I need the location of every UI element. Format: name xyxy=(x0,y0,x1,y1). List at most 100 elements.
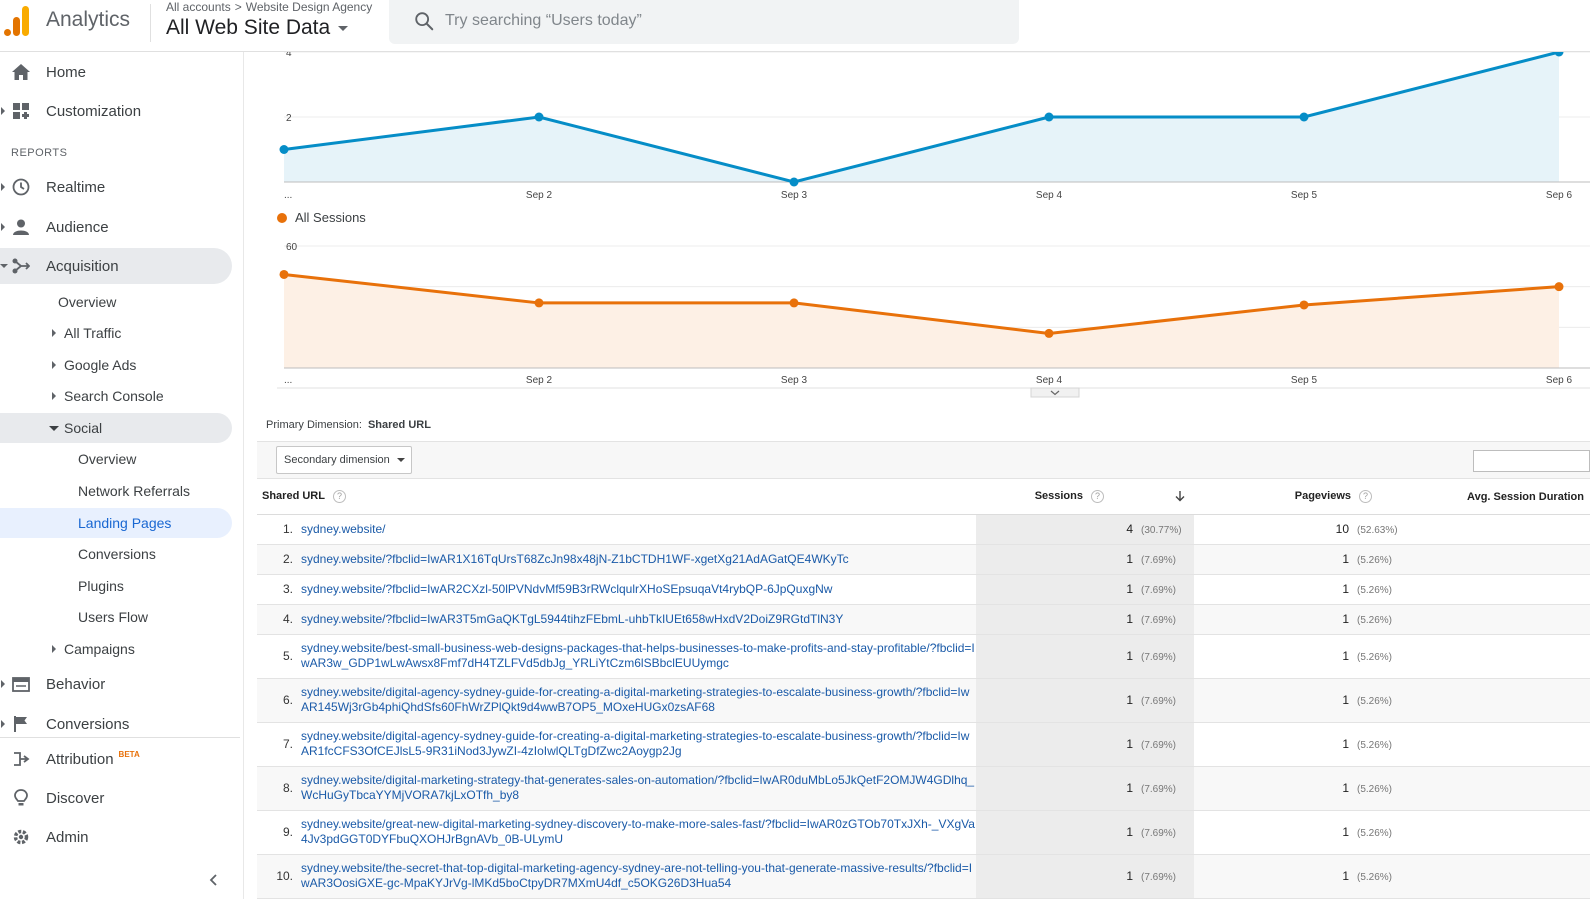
sidebar-item-conversions[interactable]: Conversions xyxy=(0,706,232,742)
collapse-arrow-icon xyxy=(49,425,59,431)
sidebar-item-plugins[interactable]: Plugins xyxy=(0,571,232,601)
shared-url-link[interactable]: sydney.website/great-new-digital-marketi… xyxy=(301,810,976,855)
clock-icon xyxy=(11,177,31,197)
sessions-percent: (7.69%) xyxy=(1141,615,1177,626)
data-point xyxy=(1044,112,1054,122)
column-header-shared-url[interactable]: Shared URL? xyxy=(257,480,976,515)
pageviews-cell: 1 (5.26%) xyxy=(1194,766,1412,811)
help-icon[interactable]: ? xyxy=(1091,490,1104,504)
column-label: Shared URL xyxy=(262,490,325,503)
sidebar-item-search-console[interactable]: Search Console xyxy=(0,381,232,411)
sidebar-item-realtime[interactable]: Realtime xyxy=(0,169,232,205)
column-header-pageviews[interactable]: Pageviews? xyxy=(1194,480,1412,515)
beta-badge: BETA xyxy=(118,749,140,759)
shared-url-link[interactable]: sydney.website/digital-agency-sydney-gui… xyxy=(301,678,976,723)
sidebar-item-audience[interactable]: Audience xyxy=(0,209,232,245)
shared-url-link[interactable]: sydney.website/digital-agency-sydney-gui… xyxy=(301,722,976,767)
header-divider xyxy=(150,4,151,42)
column-header-sessions[interactable]: Sessions? xyxy=(976,480,1194,515)
sidebar-item-acquisition[interactable]: Acquisition xyxy=(0,248,232,284)
sidebar-item-label: Behavior xyxy=(46,675,106,693)
secondary-dimension-dropdown[interactable]: Secondary dimension xyxy=(276,446,412,474)
table-row: 7. sydney.website/digital-agency-sydney-g… xyxy=(257,722,1590,767)
sort-down-arrow-icon[interactable] xyxy=(1174,490,1186,502)
shared-url-link[interactable]: sydney.website/digital-marketing-strateg… xyxy=(301,766,976,811)
table-filter-input[interactable] xyxy=(1473,450,1590,472)
x-tick-label: Sep 4 xyxy=(1036,190,1063,201)
sidebar-item-admin[interactable]: Admin xyxy=(0,819,232,855)
sidebar-item-acquisition-overview[interactable]: Overview xyxy=(0,287,232,317)
view-selector[interactable]: All Web Site Data xyxy=(166,16,349,40)
sidebar-item-label: Network Referrals xyxy=(78,483,191,499)
search-input[interactable] xyxy=(445,8,985,34)
data-table: Shared URL? Sessions? Pageviews? Avg. Se… xyxy=(257,480,1590,899)
sidebar-item-users-flow[interactable]: Users Flow xyxy=(0,602,232,632)
data-point xyxy=(1044,328,1054,338)
behavior-icon xyxy=(11,674,31,694)
pageviews-value: 1 xyxy=(1342,552,1349,566)
sidebar-item-discover[interactable]: Discover xyxy=(0,780,232,816)
analytics-logo-icon[interactable] xyxy=(4,6,30,36)
row-number: 4. xyxy=(257,604,301,635)
x-tick-label: Sep 6 xyxy=(1546,190,1573,201)
help-icon[interactable]: ? xyxy=(332,490,346,504)
sidebar-item-attribution[interactable]: Attribution BETA xyxy=(0,741,232,777)
sidebar-item-social-overview[interactable]: Overview xyxy=(0,444,232,474)
legend-label: All Sessions xyxy=(295,210,366,225)
chevron-left-icon[interactable] xyxy=(204,870,224,890)
shared-url-link[interactable]: sydney.website/ xyxy=(301,514,976,545)
person-icon xyxy=(11,217,31,237)
sessions-percent: (7.69%) xyxy=(1141,585,1177,596)
primary-dimension-value[interactable]: Shared URL xyxy=(367,419,431,431)
sidebar-item-campaigns[interactable]: Campaigns xyxy=(0,634,232,664)
pageviews-cell: 1 (5.26%) xyxy=(1194,678,1412,723)
sidebar-item-label: Admin xyxy=(46,828,89,846)
shared-url-link[interactable]: sydney.website/the-secret-that-top-digit… xyxy=(301,854,976,899)
sessions-percent: (7.69%) xyxy=(1141,828,1177,839)
breadcrumb-all-accounts[interactable]: All accounts xyxy=(166,0,231,14)
sidebar-item-social-conversions[interactable]: Conversions xyxy=(0,539,232,569)
sidebar-item-label: Social xyxy=(64,420,103,436)
avg-session-duration-cell xyxy=(1412,634,1590,679)
sessions-percent: (7.69%) xyxy=(1141,696,1177,707)
table-row: 9. sydney.website/great-new-digital-marke… xyxy=(257,810,1590,855)
sidebar-item-label: Campaigns xyxy=(64,641,135,657)
table-header-row: Shared URL? Sessions? Pageviews? Avg. Se… xyxy=(257,480,1590,515)
help-icon[interactable]: ? xyxy=(1359,490,1372,504)
sidebar-item-network-referrals[interactable]: Network Referrals xyxy=(0,476,232,506)
sidebar-item-google-ads[interactable]: Google Ads xyxy=(0,350,232,380)
breadcrumb-account[interactable]: Website Design Agency xyxy=(245,0,373,14)
expand-arrow-icon xyxy=(0,264,8,268)
shared-url-link[interactable]: sydney.website/?fbclid=IwAR1X16TqUrsT68Z… xyxy=(301,544,976,575)
sessions-percent: (30.77%) xyxy=(1141,525,1182,536)
sidebar-item-social[interactable]: Social xyxy=(0,413,232,443)
shared-url-link[interactable]: sydney.website/best-small-business-web-d… xyxy=(301,634,976,679)
primary-dimension-label: Primary Dimension: xyxy=(266,419,362,431)
column-header-avg-session-duration[interactable]: Avg. Session Duration xyxy=(1412,480,1590,515)
row-number: 1. xyxy=(257,514,301,545)
sidebar-item-customization[interactable]: Customization xyxy=(0,93,232,129)
sidebar-item-label: Overview xyxy=(58,294,117,310)
secondary-dimension-label: Secondary dimension xyxy=(284,454,390,466)
sessions-cell: 1 (7.69%) xyxy=(976,634,1194,679)
avg-session-duration-cell xyxy=(1412,514,1590,545)
chart-collapse-handle xyxy=(1030,387,1080,398)
pageviews-value: 1 xyxy=(1342,825,1349,839)
sidebar-item-all-traffic[interactable]: All Traffic xyxy=(0,318,232,348)
sidebar-item-home[interactable]: Home xyxy=(0,54,232,90)
sidebar-item-behavior[interactable]: Behavior xyxy=(0,666,232,702)
sessions-percent: (7.69%) xyxy=(1141,872,1177,883)
pageviews-percent: (52.63%) xyxy=(1357,525,1398,536)
sidebar-item-landing-pages[interactable]: Landing Pages xyxy=(0,508,232,538)
view-name: All Web Site Data xyxy=(166,16,331,39)
series-line xyxy=(283,272,1560,335)
account-picker[interactable]: All accounts > Website Design Agency All W… xyxy=(158,0,380,44)
shared-url-link[interactable]: sydney.website/?fbclid=IwAR2CXzl-50lPVNd… xyxy=(301,574,976,605)
chart-legend[interactable]: All Sessions xyxy=(277,210,366,225)
shared-url-link[interactable]: sydney.website/?fbclid=IwAR3T5mGaQKTgL59… xyxy=(301,604,976,635)
sessions-value: 1 xyxy=(1126,781,1133,795)
search-bar[interactable] xyxy=(389,0,1019,44)
acquisition-icon xyxy=(11,256,31,276)
sessions-value: 1 xyxy=(1126,693,1133,707)
sidebar-item-label: Conversions xyxy=(46,715,130,733)
